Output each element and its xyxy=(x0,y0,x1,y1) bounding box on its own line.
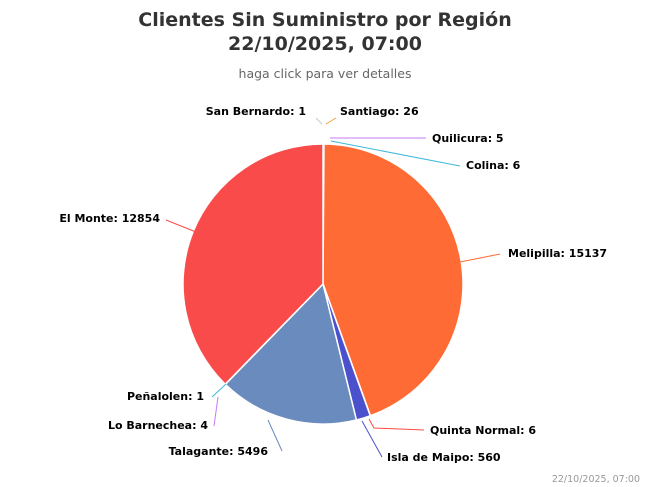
data-label-lo-barnechea: Lo Barnechea: 4 xyxy=(108,419,208,432)
data-labels: San Bernardo: 1 Santiago: 26 Quilicura: 5 C… xyxy=(59,105,607,464)
connector-isla-de-maipo xyxy=(361,420,383,458)
chart-title-line2: 22/10/2025, 07:00 xyxy=(228,33,422,55)
connector-san-bernardo xyxy=(315,117,323,125)
data-label-peñalolen: Peñalolen: 1 xyxy=(127,390,204,403)
data-label-quilicura: Quilicura: 5 xyxy=(432,132,504,145)
connector-el-monte xyxy=(165,219,197,233)
connector-talagante xyxy=(267,419,283,452)
data-label-el-monte: El Monte: 12854 xyxy=(59,212,160,225)
connector-santiago xyxy=(325,117,337,125)
data-label-melipilla: Melipilla: 15137 xyxy=(508,247,607,260)
connector-peñalolen xyxy=(211,383,227,398)
data-label-talagante: Talagante: 5496 xyxy=(169,445,269,458)
pie-slice-melipilla[interactable] xyxy=(322,143,464,417)
data-label-quinta-normal: Quinta Normal: 6 xyxy=(430,424,536,437)
chart-subtitle: haga click para ver detalles xyxy=(239,66,412,81)
label-connectors xyxy=(165,117,501,458)
connector-colina xyxy=(330,140,461,167)
connector-lo-barnechea xyxy=(213,396,219,427)
data-label-san-bernardo: San Bernardo: 1 xyxy=(206,105,306,118)
data-label-isla-de-maipo: Isla de Maipo: 560 xyxy=(387,451,501,464)
connector-quinta-normal xyxy=(368,418,425,431)
pie-slice-talagante[interactable] xyxy=(224,282,358,425)
chart-title-line1: Clientes Sin Suministro por Región xyxy=(138,9,511,31)
data-label-santiago: Santiago: 26 xyxy=(340,105,419,118)
pie-slices xyxy=(182,143,464,425)
chart-credit: 22/10/2025, 07:00 xyxy=(552,474,640,485)
connector-melipilla xyxy=(459,253,501,263)
data-label-colina: Colina: 6 xyxy=(466,159,521,172)
